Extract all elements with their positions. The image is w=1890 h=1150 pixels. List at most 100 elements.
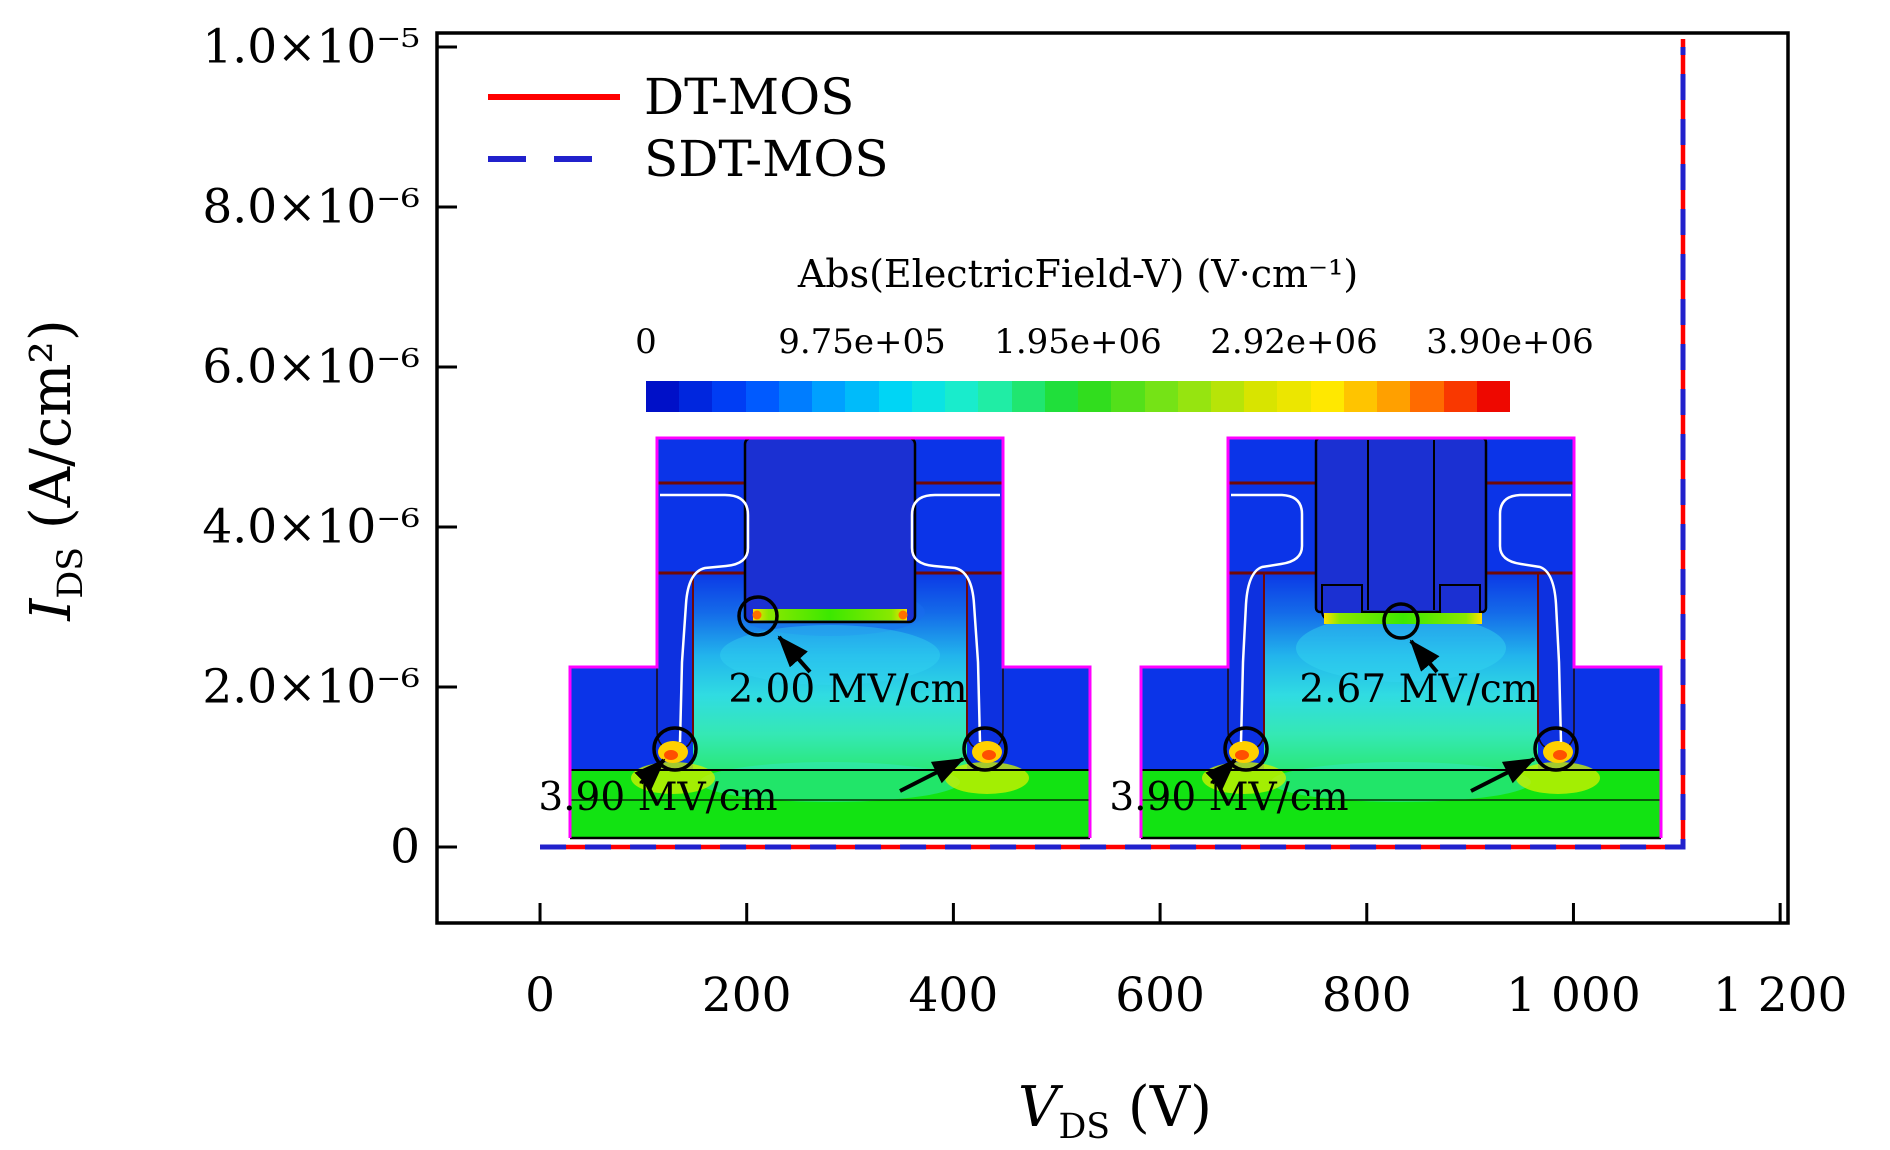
x-tick-label: 800 — [1321, 968, 1412, 1023]
y-tick-label: 6.0×10⁻⁶ — [202, 339, 420, 395]
data-curves — [540, 39, 1686, 850]
hotspot-core — [1553, 750, 1567, 760]
y-tick-label: 0 — [390, 819, 420, 875]
x-tick-label: 200 — [701, 968, 792, 1023]
series-sdt-mos — [540, 47, 1686, 850]
hotspot-core — [664, 750, 678, 760]
dtmos-corner-field-label: 3.90 MV/cm — [538, 775, 777, 820]
inset-sdtmos-cross-section: 2.67 MV/cm 3.90 MV/cm — [1109, 436, 1663, 840]
colorbar-cell — [878, 381, 912, 412]
dtmos-gate-field-label: 2.00 MV/cm — [728, 667, 967, 712]
depletion-contour — [1498, 493, 1571, 743]
colorbar-cell — [1144, 381, 1178, 412]
colorbar-cell — [778, 381, 813, 412]
legend-label: SDT-MOS — [644, 130, 889, 188]
annotation-arrow — [1470, 757, 1536, 793]
domain-outline — [1139, 436, 1663, 838]
depletion-contour — [910, 493, 1000, 743]
colorbar-tick-label: 1.95e+06 — [994, 322, 1162, 362]
annotation-circle-corner-right — [1533, 726, 1579, 772]
colorbar-cell — [1310, 381, 1344, 412]
field-contour-blob — [1296, 614, 1506, 682]
annotation-circle-gate-corner — [737, 595, 779, 637]
y-tick-label: 2.0×10⁻⁶ — [202, 659, 420, 715]
colorbar-cell — [1244, 381, 1278, 412]
y-axis-symbol: I — [18, 598, 84, 621]
substrate-field-glow — [700, 762, 960, 802]
hotspot-core — [982, 750, 996, 760]
legend-label: DT-MOS — [644, 68, 855, 126]
colorbar-tick-label: 0 — [635, 322, 657, 362]
x-axis-symbol: V — [1017, 1075, 1059, 1140]
colorbar-cell — [1177, 381, 1211, 412]
colorbar-tick-label: 3.90e+06 — [1426, 322, 1594, 362]
colorbar-title: Abs(ElectricField-V) (V·cm⁻¹) — [797, 252, 1359, 296]
colorbar — [646, 381, 1511, 412]
dtmos-gate-trench — [743, 436, 917, 624]
colorbar-cell — [712, 381, 746, 412]
field-contour-blob — [720, 625, 940, 685]
y-axis-title: IDS (A/cm²) — [19, 319, 91, 620]
x-tick-label: 0 — [525, 968, 555, 1023]
hotspot-glow — [1516, 762, 1600, 794]
y-tick-label: 8.0×10⁻⁶ — [202, 179, 420, 235]
colorbar-tick-label: 2.92e+06 — [1210, 322, 1378, 362]
legend-line-swatch — [488, 94, 620, 100]
annotation-arrow — [634, 758, 666, 790]
legend-entry-dt-mos: DT-MOS — [488, 66, 889, 128]
annotation-arrow — [899, 757, 965, 793]
oxide-corner-hotspot — [752, 610, 762, 620]
domain-outline — [568, 436, 1092, 838]
y-axis-subscript: DS — [51, 546, 92, 599]
colorbar-cell — [945, 381, 979, 412]
colorbar-cell — [1343, 381, 1378, 412]
sdtmos-gate-field-label: 2.67 MV/cm — [1299, 667, 1538, 712]
colorbar-cell — [978, 381, 1012, 412]
colorbar-cell — [1377, 381, 1411, 412]
annotation-arrow — [1205, 758, 1237, 790]
hotspot-glow — [945, 762, 1029, 794]
depletion-contour — [660, 493, 750, 743]
colorbar-cell — [1476, 381, 1511, 412]
x-tick-label: 1 200 — [1712, 968, 1848, 1023]
colorbar-cell — [1078, 381, 1112, 412]
colorbar-cell — [1111, 381, 1145, 412]
annotation-circle-corner-left — [1223, 726, 1269, 772]
y-axis-unit: (A/cm²) — [18, 319, 84, 547]
x-axis-unit: (V) — [1110, 1075, 1213, 1140]
plot-frame — [435, 31, 1790, 925]
colorbar-cell — [1443, 381, 1477, 412]
colorbar-cell — [812, 381, 846, 412]
colorbar-tick-label: 9.75e+05 — [778, 322, 946, 362]
colorbar-cell — [1410, 381, 1444, 412]
annotation-circle-gate-center — [1382, 602, 1420, 640]
gate-oxide-field-strip — [1324, 613, 1482, 624]
y-tick-label: 4.0×10⁻⁶ — [202, 499, 420, 555]
axis-tick-marks — [437, 45, 1782, 923]
x-axis-subscript: DS — [1058, 1107, 1111, 1148]
legend-entry-sdt-mos: SDT-MOS — [488, 128, 889, 190]
sdtmos-corner-field-label: 3.90 MV/cm — [1109, 775, 1348, 820]
annotation-arrow — [777, 635, 812, 674]
oxide-corner-hotspot — [898, 610, 908, 620]
annotation-circle-corner-right — [962, 726, 1008, 772]
x-axis-title: VDS (V) — [1018, 1075, 1212, 1147]
colorbar-cell — [1210, 381, 1245, 412]
x-tick-label: 400 — [908, 968, 999, 1023]
colorbar-cell — [911, 381, 946, 412]
hotspot-core — [1235, 750, 1249, 760]
legend: DT-MOS SDT-MOS — [488, 66, 889, 190]
substrate-field-glow — [1271, 762, 1531, 802]
x-tick-label: 1 000 — [1506, 968, 1641, 1023]
colorbar-cell — [1277, 381, 1311, 412]
colorbar-cell — [845, 381, 879, 412]
annotation-arrow — [1409, 639, 1440, 674]
annotation-circle-corner-left — [652, 726, 698, 772]
colorbar-cell — [1011, 381, 1045, 412]
inset-dtmos-cross-section: 2.00 MV/cm 3.90 MV/cm — [538, 436, 1092, 840]
y-tick-label: 1.0×10⁻⁵ — [202, 19, 420, 75]
x-tick-label: 600 — [1115, 968, 1205, 1023]
colorbar-cell — [679, 381, 713, 412]
